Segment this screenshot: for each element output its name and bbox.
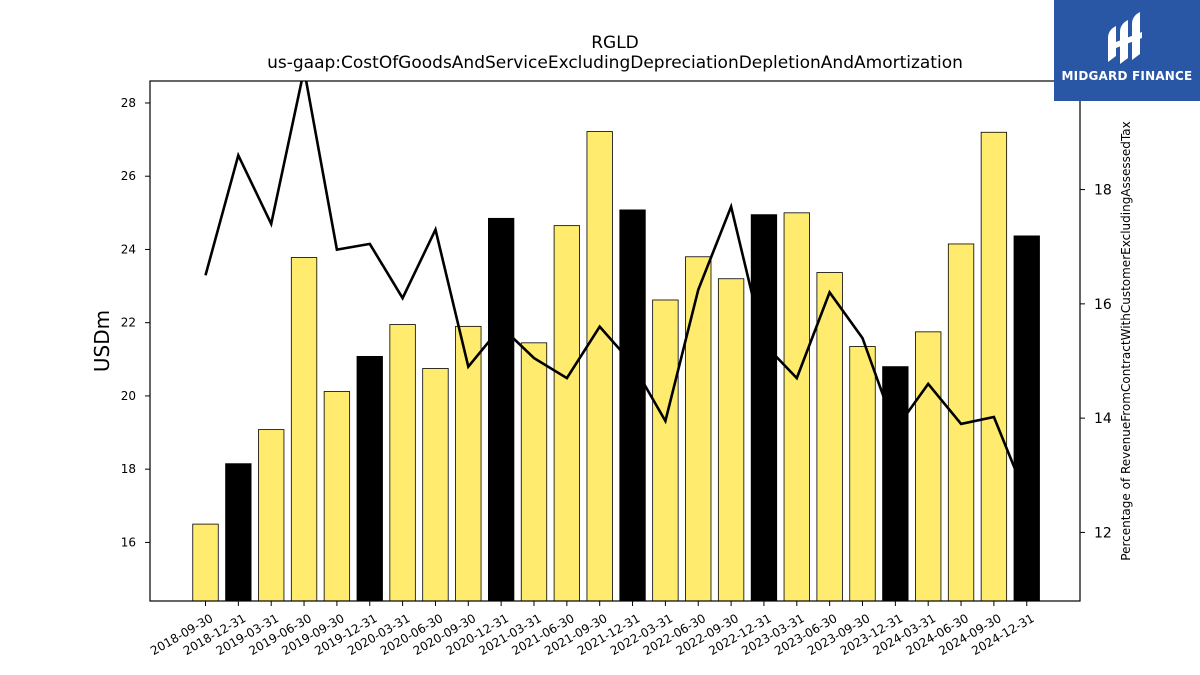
bar <box>487 217 515 602</box>
y-axis-left-label: USDm <box>90 310 114 372</box>
y-tick-label-left: 20 <box>121 389 136 403</box>
y-tick-label-right: 12 <box>1094 525 1112 541</box>
bar <box>849 346 876 602</box>
bar <box>356 355 383 602</box>
x-axis: 2018-09-302018-12-312019-03-312019-06-30… <box>148 601 1037 658</box>
brand-name: MIDGARD FINANCE <box>1061 69 1193 83</box>
brand-logo: MIDGARD FINANCE <box>1054 0 1200 101</box>
bar <box>750 214 778 602</box>
bar <box>685 256 712 602</box>
y-tick-label-left: 24 <box>121 242 136 256</box>
bar-series <box>192 131 1040 602</box>
bar <box>323 391 351 602</box>
y-tick-label-left: 18 <box>121 462 136 476</box>
bar <box>619 209 646 602</box>
y-tick-label-right: 18 <box>1094 183 1112 199</box>
y-axis-right-label: Percentage of RevenueFromContractWithCus… <box>1119 121 1133 560</box>
bar <box>192 523 219 602</box>
midgard-logo-icon <box>1108 12 1142 64</box>
bar <box>290 257 318 602</box>
bar <box>915 331 942 602</box>
bar <box>258 429 285 602</box>
bar <box>586 131 613 602</box>
y-tick-label-right: 14 <box>1094 411 1112 427</box>
chart-subtitle: us-gaap:CostOfGoodsAndServiceExcludingDe… <box>267 53 963 73</box>
plot-frame <box>149 80 1081 602</box>
bar <box>389 324 416 602</box>
bar <box>1013 235 1040 602</box>
bar <box>717 278 745 602</box>
y-tick-label-left: 22 <box>121 316 136 330</box>
y-tick-label-right: 16 <box>1094 297 1112 313</box>
series-line <box>204 81 1029 499</box>
y-axis-left: 16 18 20 22 24 26 28 <box>121 96 150 549</box>
chart-title: RGLD <box>591 33 639 53</box>
bar <box>652 299 679 602</box>
bar <box>783 212 810 602</box>
bar <box>980 131 1008 602</box>
bar <box>553 225 580 602</box>
y-axis-right: 12 14 16 18 <box>1080 183 1112 541</box>
bar <box>225 463 252 602</box>
bar <box>520 342 548 602</box>
y-tick-label-left: 26 <box>121 169 136 183</box>
bar <box>422 368 449 602</box>
y-tick-label-left: 16 <box>121 535 136 549</box>
y-tick-label-left: 28 <box>121 96 136 110</box>
bar <box>816 272 843 602</box>
bar <box>455 325 482 602</box>
line-series <box>204 81 1029 499</box>
